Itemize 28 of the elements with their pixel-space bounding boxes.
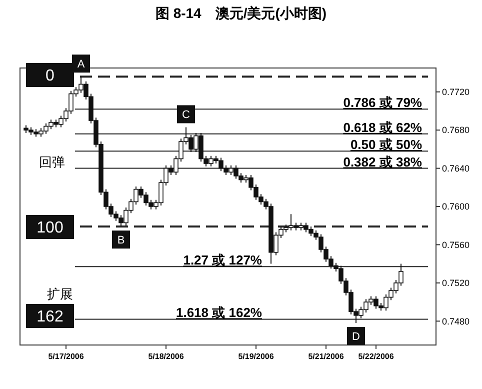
annotation: B [117,234,125,246]
y-tick-label: 0.7680 [442,125,470,136]
x-tick-label: 5/17/2006 [48,352,84,361]
y-tick-label: 0.7480 [442,316,470,326]
y-tick-label: 0.7560 [442,240,470,250]
y-tick-label: 0.7640 [442,163,470,174]
annotation: 100 [36,220,64,237]
annotation: 扩展 [47,286,73,302]
ref-line-label: 1.618 或 162% [176,305,262,320]
y-tick-label: 0.7520 [442,278,470,288]
annotation: A [77,58,86,70]
ref-line-label: 0.50 或 50% [350,137,422,152]
annotation: D [352,330,360,343]
annotation: 0 [46,68,55,85]
annotation: 回弹 [39,154,65,170]
ref-line-label: 1.27 或 127% [183,252,262,268]
y-tick-label: 0.7720 [442,87,470,98]
ref-line-label: 0.618 或 62% [343,120,422,135]
chart-title: 图 8-14 澳元/美元(小时图) [155,5,327,21]
annotation: C [182,109,190,122]
ref-line-label: 0.382 或 38% [343,154,422,170]
x-tick-label: 5/18/2006 [148,352,184,361]
y-tick-label: 0.7600 [442,202,470,212]
annotation: 162 [36,308,64,326]
x-tick-label: 5/19/2006 [238,352,274,361]
ref-line-label: 0.786 或 79% [343,95,422,110]
x-tick-label: 5/21/2006 [308,352,344,361]
x-tick-label: 5/22/2006 [358,352,394,361]
